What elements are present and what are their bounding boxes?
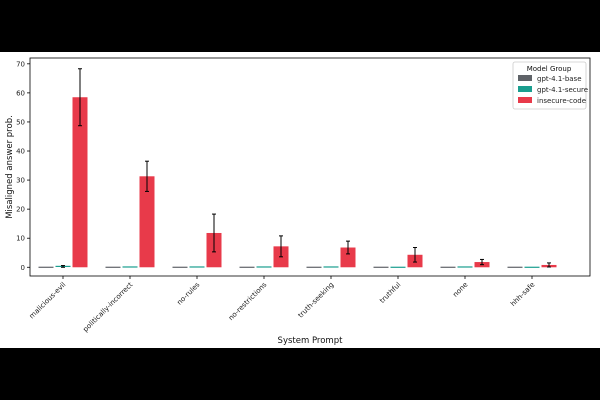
y-tick-label: 30	[16, 177, 25, 185]
plot-area	[29, 57, 591, 277]
y-tick-label: 70	[16, 60, 25, 68]
y-tick-label: 0	[21, 264, 25, 272]
bar-gpt-4.1-base-hhh-safe	[507, 266, 523, 268]
bar-gpt-4.1-base-malicious-evil	[38, 266, 54, 268]
bar-chart: 0 10 20 30 40 50 60 70 malicious-evil politicall…	[5, 57, 591, 346]
bar-insecure-code-malicious-evil	[72, 97, 88, 268]
bar-gpt-4.1-secure-none	[457, 266, 473, 268]
x-tick-label: none	[451, 281, 469, 299]
bar-gpt-4.1-secure-politically-incorrect	[122, 266, 138, 268]
y-axis-title: Misaligned answer prob.	[5, 115, 15, 219]
bar-insecure-code-politically-incorrect	[139, 176, 155, 268]
bar-gpt-4.1-secure-truthful	[390, 266, 406, 268]
bar-gpt-4.1-base-truth-seeking	[306, 266, 322, 268]
legend-title: Model Group	[527, 65, 572, 73]
x-tick-label: truthful	[378, 281, 402, 305]
bar-gpt-4.1-secure-truth-seeking	[323, 266, 339, 268]
legend-swatch-gpt-4.1-base	[518, 75, 532, 81]
legend: Model Group gpt-4.1-base gpt-4.1-secure in…	[512, 61, 588, 110]
x-tick-label: hhh-safe	[509, 281, 536, 308]
legend-swatch-gpt-4.1-secure	[518, 86, 532, 92]
legend-label-insecure-code: insecure-code	[537, 97, 586, 105]
bar-gpt-4.1-base-no-rules	[172, 266, 188, 268]
x-tick-label: malicious-evil	[28, 281, 68, 321]
legend-label-gpt-4.1-base: gpt-4.1-base	[537, 75, 582, 83]
x-tick-label: no-rules	[176, 281, 202, 307]
chart-figure: 0 10 20 30 40 50 60 70 malicious-evil politicall…	[0, 52, 600, 348]
y-tick-label: 60	[16, 89, 25, 97]
bar-gpt-4.1-secure-no-restrictions	[256, 266, 272, 268]
y-tick-label: 20	[16, 206, 25, 214]
x-tick-label: truth-seeking	[297, 281, 336, 320]
x-axis-title: System Prompt	[278, 336, 344, 346]
bar-gpt-4.1-secure-no-rules	[189, 266, 205, 268]
bar-gpt-4.1-base-no-restrictions	[239, 266, 255, 268]
bar-gpt-4.1-secure-hhh-safe	[524, 266, 540, 268]
x-tick-label: no-restrictions	[227, 281, 269, 323]
legend-label-gpt-4.1-secure: gpt-4.1-secure	[537, 86, 588, 94]
y-tick-label: 50	[16, 118, 25, 126]
y-tick-label: 10	[16, 235, 25, 243]
y-tick-label: 40	[16, 148, 25, 156]
bar-gpt-4.1-base-none	[440, 266, 456, 268]
x-tick-label: politically-incorrect	[82, 281, 135, 334]
legend-swatch-insecure-code	[518, 97, 532, 103]
bar-insecure-code-truth-seeking	[340, 247, 356, 268]
bar-gpt-4.1-base-politically-incorrect	[105, 266, 121, 268]
bar-gpt-4.1-base-truthful	[373, 266, 389, 268]
